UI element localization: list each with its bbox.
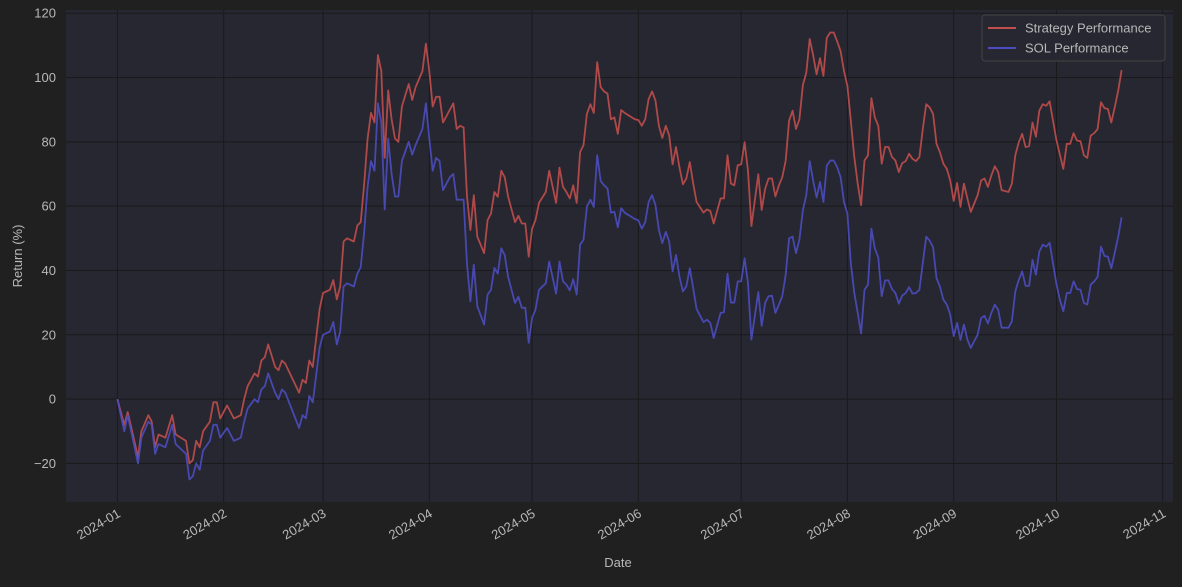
y-tick-label: 100 xyxy=(34,70,56,85)
y-tick-label: 20 xyxy=(42,327,56,342)
legend: Strategy Performance SOL Performance xyxy=(981,14,1166,62)
y-tick-label: 80 xyxy=(42,134,56,149)
legend-label-sol: SOL Performance xyxy=(1025,41,1129,56)
series-lines xyxy=(116,31,1123,481)
y-axis-ticks: −20 0 20 40 60 80 100 120 xyxy=(34,6,56,471)
x-axis-label: Date xyxy=(604,555,631,570)
legend-box xyxy=(981,14,1166,62)
y-tick-label: −20 xyxy=(34,456,56,471)
plot-area xyxy=(66,10,1173,502)
y-tick-label: 0 xyxy=(49,392,56,407)
y-tick-label: 40 xyxy=(42,263,56,278)
y-axis-label: Return (%) xyxy=(10,225,25,288)
legend-label-strategy: Strategy Performance xyxy=(1025,21,1151,36)
series-line-sol xyxy=(116,102,1123,481)
y-tick-label: 120 xyxy=(34,6,56,21)
grid xyxy=(66,10,1173,502)
series-line-strategy xyxy=(116,31,1123,465)
y-tick-label: 60 xyxy=(42,199,56,214)
